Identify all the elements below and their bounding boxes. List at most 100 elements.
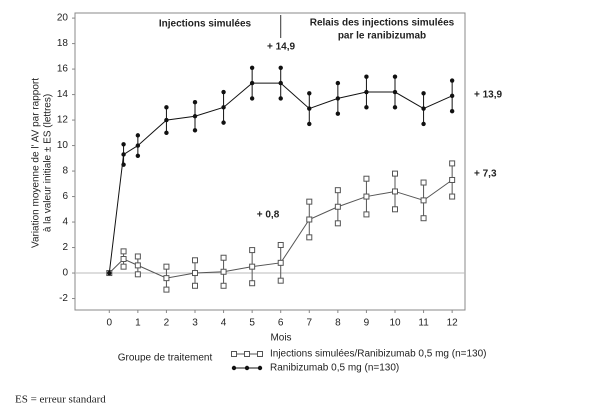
error-cap (334, 187, 341, 194)
point (249, 263, 256, 270)
error-cap (220, 282, 227, 289)
error-cap (392, 206, 398, 213)
error-cap (364, 74, 369, 79)
error-cap (135, 153, 141, 158)
x-tick-label: 7 (307, 318, 313, 329)
legend-marker (257, 351, 263, 357)
point (278, 80, 283, 86)
y-tick-label: -2 (59, 293, 68, 304)
error-cap (278, 96, 283, 101)
point (334, 203, 341, 210)
y-tick-label: 14 (57, 89, 69, 100)
point (134, 262, 141, 269)
error-cap (364, 105, 369, 110)
error-cap (221, 120, 226, 125)
error-cap (421, 121, 426, 127)
error-cap (134, 253, 141, 260)
error-cap (121, 162, 126, 167)
x-tick-label: 12 (447, 318, 459, 329)
legend-title: Groupe de traitement (118, 353, 213, 364)
error-cap (307, 91, 312, 96)
annotation: + 7,3 (474, 169, 497, 180)
point (135, 143, 141, 148)
x-tick-label: 8 (335, 318, 341, 329)
error-cap (363, 211, 370, 218)
error-cap (392, 74, 398, 79)
y-tick-label: 0 (62, 268, 68, 279)
x-tick-label: 6 (278, 318, 284, 329)
x-tick-label: 5 (249, 318, 255, 329)
error-cap (306, 234, 313, 241)
point (392, 89, 398, 95)
error-cap (392, 170, 398, 177)
error-cap (277, 241, 284, 248)
error-cap (421, 91, 426, 96)
y-tick-label: 10 (57, 140, 69, 151)
error-cap (192, 128, 198, 133)
error-cap (192, 282, 198, 289)
x-tick-label: 10 (389, 318, 401, 329)
point (335, 96, 341, 101)
error-cap (249, 65, 255, 71)
x-tick-label: 0 (107, 318, 113, 329)
point (192, 270, 198, 277)
y-axis-label: à la valeur initiale ± ES (lettres) (43, 94, 54, 232)
point (192, 114, 198, 119)
point (363, 193, 370, 200)
y-tick-label: 2 (62, 242, 68, 253)
y-tick-label: 6 (62, 191, 68, 202)
x-tick-label: 9 (364, 318, 370, 329)
error-cap (249, 280, 256, 287)
point (449, 93, 455, 99)
point (364, 89, 369, 95)
point (277, 259, 284, 266)
legend-label: Injections simulées/Ranibizumab 0,5 mg (… (270, 349, 487, 360)
y-tick-label: 4 (62, 217, 68, 228)
y-tick-label: 18 (57, 38, 69, 49)
error-cap (135, 133, 141, 138)
y-tick-label: 12 (57, 115, 69, 126)
legend-marker (257, 365, 263, 371)
error-cap (449, 108, 455, 114)
point (392, 188, 398, 195)
point (220, 268, 227, 275)
error-cap (306, 198, 313, 205)
error-cap (163, 286, 170, 293)
error-cap (120, 263, 127, 270)
y-axis-label: Variation moyenne de l' AV par rapport (31, 78, 42, 248)
series-line (108, 179, 453, 279)
legend-label: Ranibizumab 0,5 mg (n=130) (270, 363, 399, 374)
point (120, 256, 127, 263)
error-cap (277, 277, 284, 284)
error-cap (120, 248, 127, 255)
error-cap (307, 121, 312, 127)
annotation: + 13,9 (474, 90, 503, 101)
error-cap (192, 100, 198, 105)
point (221, 105, 226, 110)
error-cap (192, 257, 198, 264)
point (249, 80, 255, 86)
error-cap (335, 80, 341, 86)
legend-marker (244, 351, 250, 357)
plot-frame (74, 12, 466, 311)
error-cap (335, 111, 341, 116)
error-cap (163, 263, 170, 270)
point (121, 152, 126, 157)
x-axis-label: Mois (270, 333, 291, 344)
point (421, 106, 426, 111)
error-cap (221, 89, 226, 95)
header-right: par le ranibizumab (338, 31, 426, 42)
error-cap (334, 220, 341, 227)
point (163, 275, 170, 282)
legend-marker (244, 365, 250, 371)
error-cap (363, 175, 370, 182)
y-tick-label: 8 (62, 166, 68, 177)
error-cap (134, 271, 141, 278)
y-tick-label: 16 (57, 64, 69, 75)
error-cap (420, 179, 427, 186)
error-cap (164, 130, 169, 136)
error-cap (278, 65, 283, 71)
x-tick-label: 1 (135, 318, 141, 329)
point (307, 106, 312, 111)
